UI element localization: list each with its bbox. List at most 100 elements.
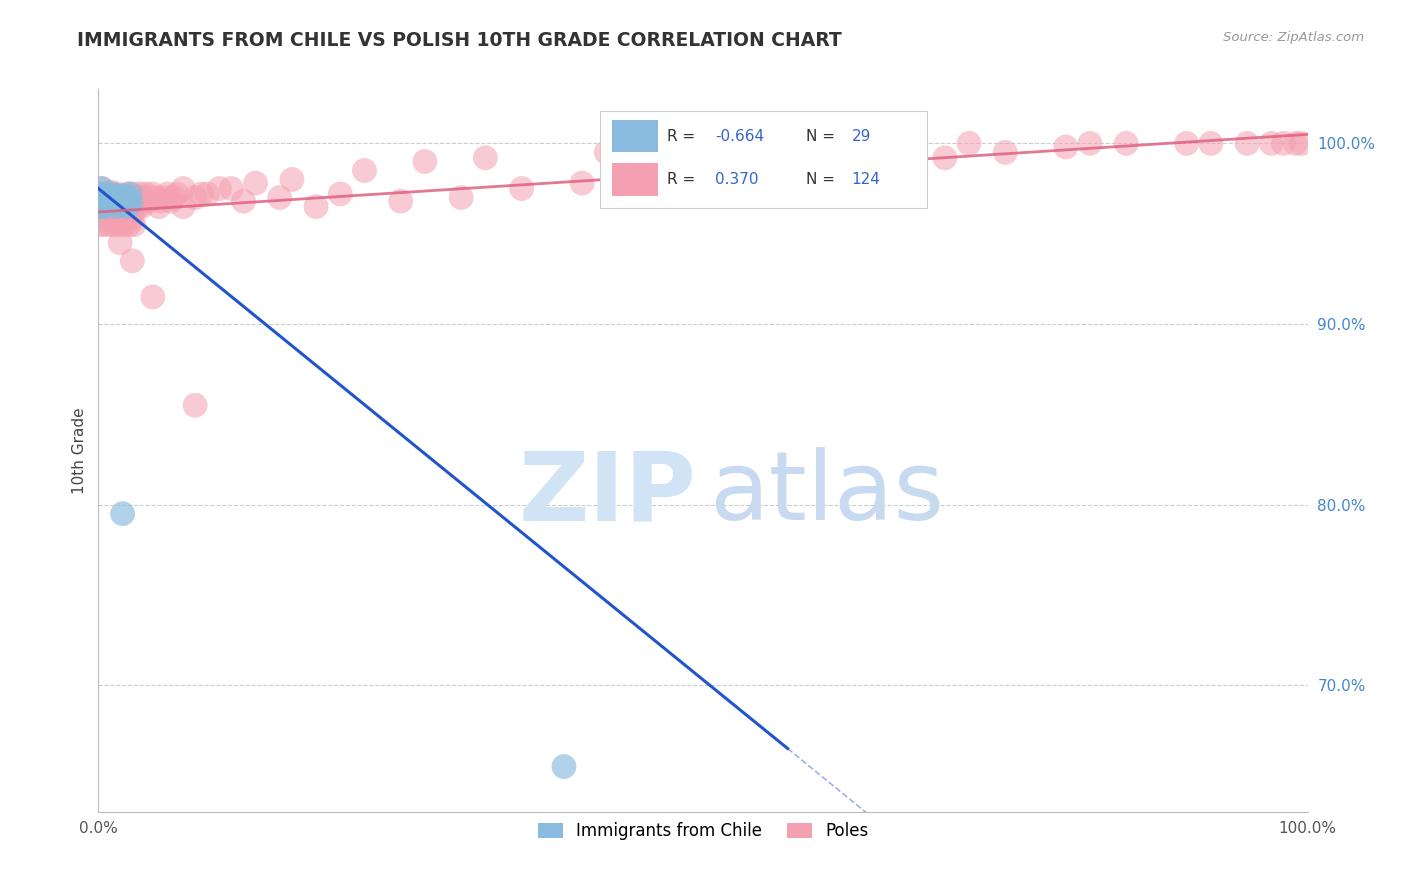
Point [97,194,120,209]
Point [1260,136,1282,151]
Point [114,194,136,209]
Text: 29: 29 [852,128,872,144]
Point [553,759,575,773]
Point [103,205,125,219]
Point [93,186,115,201]
Point [595,145,617,160]
Point [104,209,127,223]
Point [100,191,122,205]
Point [281,172,304,186]
Point [134,191,156,205]
Point [108,191,131,205]
Point [91,191,114,205]
Point [118,218,141,232]
Point [91,194,114,209]
Point [100,196,122,211]
Point [96,209,118,223]
Point [97,205,120,219]
Point [111,198,134,212]
Bar [613,163,658,195]
Point [107,205,129,219]
Point [135,194,157,209]
Point [117,186,139,201]
Point [103,200,125,214]
Point [108,196,131,211]
Point [142,186,165,201]
Point [450,191,472,205]
Point [108,191,131,205]
Point [305,200,328,214]
Point [184,398,207,412]
Point [98,218,121,232]
Point [510,181,533,195]
Point [142,290,165,304]
Point [413,154,436,169]
Point [107,186,129,201]
Point [353,163,375,178]
Text: R =: R = [666,128,700,144]
Point [716,140,738,154]
Point [957,136,980,151]
Point [124,191,146,205]
Point [160,194,183,209]
Point [103,193,125,207]
Point [90,181,112,195]
Point [118,191,141,205]
Point [389,194,412,209]
Point [121,212,143,227]
Point [692,169,714,183]
Point [121,253,143,268]
Point [873,154,896,169]
Point [100,209,122,223]
Point [111,507,134,521]
Point [96,191,118,205]
Point [172,200,194,214]
Point [115,191,138,205]
Point [117,205,139,219]
Point [94,194,117,209]
Point [132,194,155,209]
Text: R =: R = [666,172,700,187]
Point [153,191,176,205]
Point [166,186,188,201]
Point [111,212,134,227]
Text: 124: 124 [852,172,880,187]
Point [1272,136,1295,151]
Point [100,185,122,199]
Point [121,186,143,201]
Point [112,200,135,214]
Point [120,196,142,211]
Point [1054,140,1077,154]
Point [245,176,267,190]
Point [1115,136,1137,151]
Y-axis label: 10th Grade: 10th Grade [72,407,87,494]
Point [93,205,115,219]
Point [93,191,115,205]
Point [90,209,112,223]
Point [120,209,142,223]
Point [111,188,134,202]
Point [122,205,145,219]
FancyBboxPatch shape [600,111,927,209]
Point [112,205,135,219]
Point [138,194,160,209]
Legend: Immigrants from Chile, Poles: Immigrants from Chile, Poles [531,815,875,847]
Point [1291,136,1313,151]
Point [127,200,149,214]
Point [105,200,128,214]
Text: N =: N = [806,128,839,144]
Point [105,194,128,209]
Point [107,194,129,209]
Text: IMMIGRANTS FROM CHILE VS POLISH 10TH GRADE CORRELATION CHART: IMMIGRANTS FROM CHILE VS POLISH 10TH GRA… [77,31,842,50]
Point [96,186,118,201]
Point [474,151,496,165]
Point [1236,136,1258,151]
Point [98,191,121,205]
Point [89,186,111,201]
Text: N =: N = [806,172,839,187]
Point [100,196,122,211]
Point [232,194,254,209]
Point [115,212,138,227]
Point [118,186,141,201]
Point [162,191,184,205]
